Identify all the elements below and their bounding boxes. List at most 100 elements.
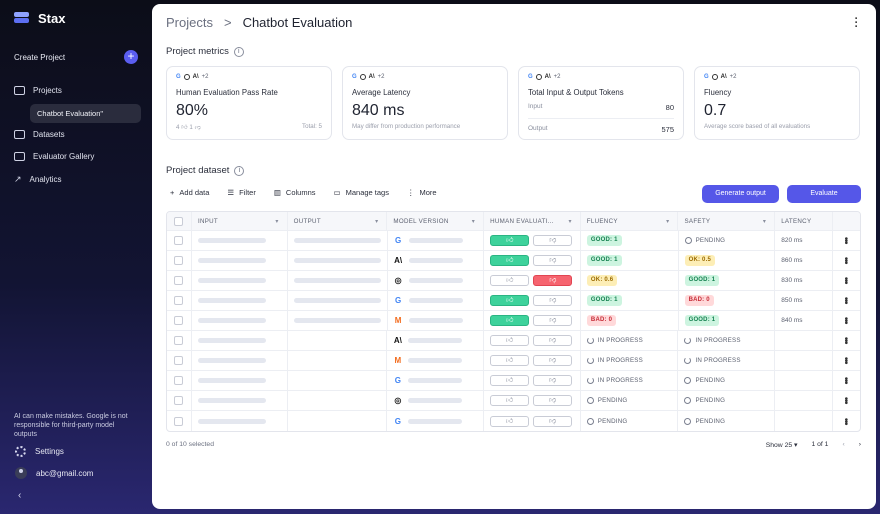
thumbs-down-button[interactable]: 👎︎ <box>533 355 573 366</box>
model-version-cell[interactable]: ◎ <box>388 271 485 290</box>
page-size-select[interactable]: Show 25 ▾ <box>766 441 798 449</box>
thumbs-up-button[interactable]: 👍︎ <box>490 335 530 346</box>
more-button[interactable]: ⋮ More <box>407 188 437 197</box>
output-cell[interactable] <box>288 271 388 290</box>
row-menu-icon[interactable]: ••• <box>841 277 852 284</box>
output-cell[interactable] <box>288 331 388 350</box>
fluency-cell[interactable]: IN PROGRESS <box>581 351 679 370</box>
safety-cell[interactable]: OK: 0.5 <box>679 251 776 270</box>
input-cell[interactable] <box>192 291 288 310</box>
thumbs-down-button[interactable]: 👎︎ <box>533 335 573 346</box>
table-row[interactable]: M 👍︎ 👎︎ IN PROGRESS IN PROGRESS ••• <box>167 351 860 371</box>
next-page-icon[interactable]: › <box>858 441 861 448</box>
sidebar-item-evaluator-gallery[interactable]: Evaluator Gallery <box>14 152 94 161</box>
user-account[interactable]: abc@gmail.com <box>15 467 93 479</box>
row-checkbox[interactable] <box>174 316 184 325</box>
row-menu-icon[interactable]: ••• <box>841 337 852 344</box>
row-menu-icon[interactable]: ••• <box>841 237 852 244</box>
breadcrumb-projects[interactable]: Projects <box>166 15 213 30</box>
safety-cell[interactable]: PENDING <box>678 411 776 431</box>
thumbs-up-button[interactable]: 👍︎ <box>490 375 530 386</box>
table-row[interactable]: M 👍︎ 👎︎ BAD: 0 GOOD: 1 840 ms ••• <box>167 311 860 331</box>
page-menu-icon[interactable]: · · · <box>854 13 859 33</box>
chevron-down-icon[interactable]: ▾ <box>471 218 476 225</box>
row-menu-icon[interactable]: ••• <box>841 397 852 404</box>
input-cell[interactable] <box>192 271 288 290</box>
sidebar-item-projects[interactable]: Projects <box>14 86 62 95</box>
thumbs-up-button[interactable]: 👍︎ <box>490 355 530 366</box>
fluency-cell[interactable]: GOOD: 1 <box>581 231 679 250</box>
input-cell[interactable] <box>192 411 288 431</box>
column-header-safety[interactable]: SAFETY ▾ <box>678 212 776 230</box>
fluency-cell[interactable]: GOOD: 1 <box>581 251 679 270</box>
row-menu-icon[interactable]: ••• <box>841 317 852 324</box>
model-version-cell[interactable]: G <box>387 371 485 390</box>
safety-cell[interactable]: PENDING <box>678 371 776 390</box>
safety-cell[interactable]: IN PROGRESS <box>678 351 776 370</box>
output-cell[interactable] <box>288 251 388 270</box>
thumbs-up-button[interactable]: 👍︎ <box>490 315 530 326</box>
row-menu-icon[interactable]: ••• <box>841 377 852 384</box>
row-checkbox[interactable] <box>174 416 184 426</box>
thumbs-down-button[interactable]: 👎︎ <box>533 295 573 306</box>
input-cell[interactable] <box>192 251 288 270</box>
input-cell[interactable] <box>192 391 288 410</box>
output-cell[interactable] <box>288 371 388 390</box>
fluency-cell[interactable]: IN PROGRESS <box>581 331 679 350</box>
model-version-cell[interactable]: M <box>387 351 485 370</box>
create-project-row[interactable]: Create Project + <box>14 50 138 64</box>
table-row[interactable]: G 👍︎ 👎︎ IN PROGRESS PENDING ••• <box>167 371 860 391</box>
input-cell[interactable] <box>192 331 288 350</box>
thumbs-down-button[interactable]: 👎︎ <box>533 275 573 286</box>
info-icon[interactable]: i <box>233 46 244 57</box>
thumbs-down-button[interactable]: 👎︎ <box>533 395 573 406</box>
row-checkbox[interactable] <box>174 296 184 305</box>
create-project-button[interactable]: + <box>124 50 138 64</box>
column-header-latency[interactable]: LATENCY <box>775 212 834 230</box>
column-header-input[interactable]: INPUT ▾ <box>192 212 288 230</box>
row-menu-icon[interactable]: ••• <box>841 297 852 304</box>
output-cell[interactable] <box>288 311 388 330</box>
safety-cell[interactable]: BAD: 0 <box>679 291 776 310</box>
row-checkbox[interactable] <box>174 336 184 345</box>
input-cell[interactable] <box>192 311 288 330</box>
thumbs-up-button[interactable]: 👍︎ <box>490 255 530 266</box>
safety-cell[interactable]: IN PROGRESS <box>678 331 776 350</box>
thumbs-up-button[interactable]: 👍︎ <box>490 235 530 246</box>
thumbs-up-button[interactable]: 👍︎ <box>490 415 530 427</box>
row-checkbox[interactable] <box>174 356 184 365</box>
thumbs-down-button[interactable]: 👎︎ <box>533 375 573 386</box>
fluency-cell[interactable]: GOOD: 1 <box>581 291 679 310</box>
collapse-sidebar-icon[interactable]: ‹ <box>18 490 22 501</box>
table-row[interactable]: G 👍︎ 👎︎ PENDING PENDING ••• <box>167 411 860 431</box>
sidebar-item-chatbot-evaluation[interactable]: Chatbot Evaluation" <box>30 104 141 123</box>
row-checkbox[interactable] <box>174 396 184 405</box>
column-header-output[interactable]: OUTPUT ▾ <box>288 212 388 230</box>
fluency-cell[interactable]: IN PROGRESS <box>581 371 679 390</box>
output-cell[interactable] <box>288 411 388 431</box>
table-row[interactable]: G 👍︎ 👎︎ GOOD: 1 BAD: 0 850 ms ••• <box>167 291 860 311</box>
table-row[interactable]: ◎ 👍︎ 👎︎ PENDING PENDING ••• <box>167 391 860 411</box>
input-cell[interactable] <box>192 351 288 370</box>
model-version-cell[interactable]: M <box>388 311 485 330</box>
row-checkbox[interactable] <box>174 376 184 385</box>
fluency-cell[interactable]: BAD: 0 <box>581 311 679 330</box>
model-version-cell[interactable]: A\ <box>388 251 485 270</box>
table-row[interactable]: G 👍︎ 👎︎ GOOD: 1 PENDING 820 ms ••• <box>167 231 860 251</box>
row-menu-icon[interactable]: ••• <box>841 257 852 264</box>
thumbs-down-button[interactable]: 👎︎ <box>533 255 573 266</box>
output-cell[interactable] <box>288 231 388 250</box>
model-version-cell[interactable]: G <box>388 231 485 250</box>
output-cell[interactable] <box>288 351 388 370</box>
generate-output-button[interactable]: Generate output <box>702 185 779 203</box>
info-icon[interactable]: i <box>234 165 245 176</box>
output-cell[interactable] <box>288 391 388 410</box>
columns-button[interactable]: ▥ Columns <box>274 188 316 197</box>
prev-page-icon[interactable]: ‹ <box>842 441 845 448</box>
chevron-down-icon[interactable]: ▾ <box>275 218 279 225</box>
thumbs-down-button[interactable]: 👎︎ <box>533 415 573 427</box>
sidebar-item-datasets[interactable]: Datasets <box>14 130 65 139</box>
row-checkbox[interactable] <box>174 256 184 265</box>
chevron-down-icon[interactable]: ▾ <box>666 218 670 225</box>
chevron-down-icon[interactable]: ▾ <box>375 218 379 225</box>
